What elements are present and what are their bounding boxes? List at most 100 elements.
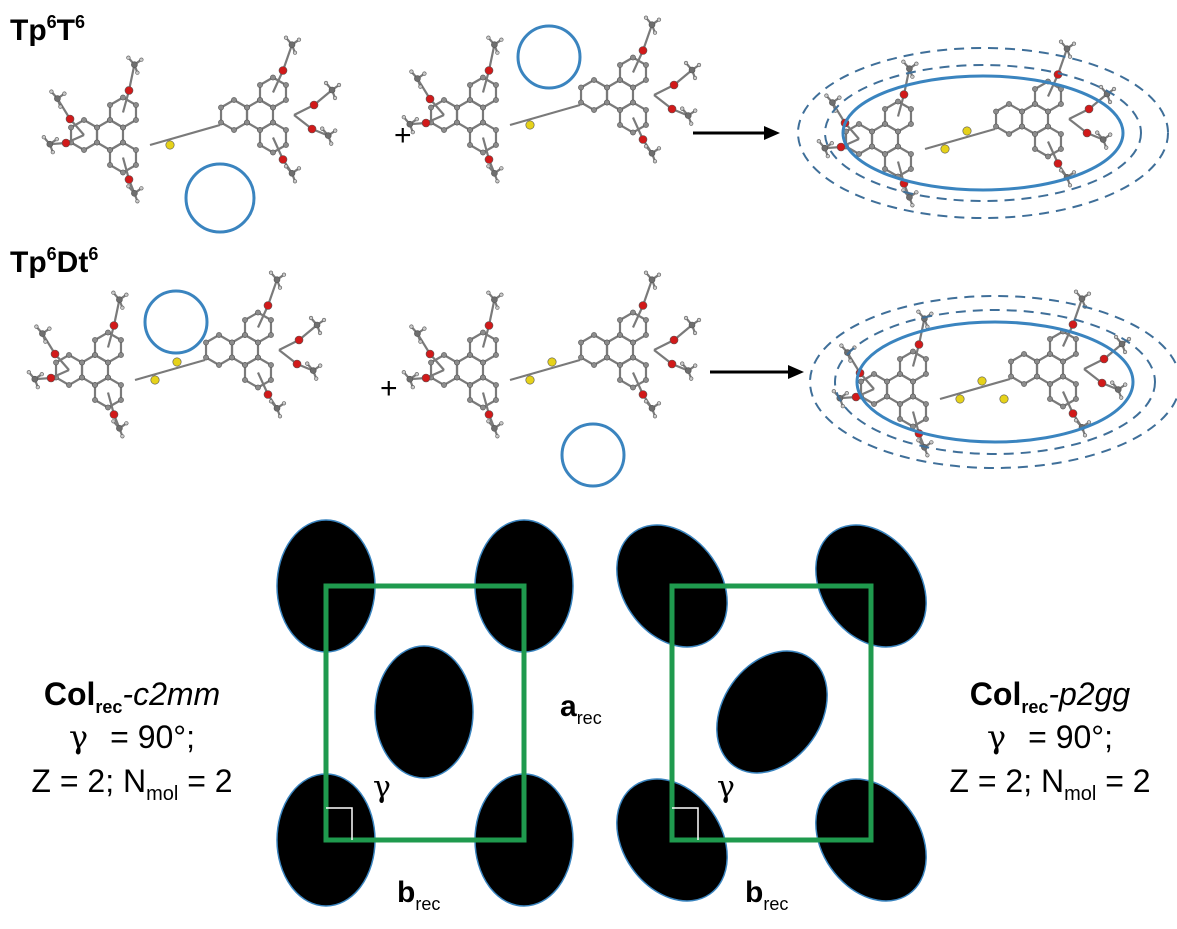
carbon-atom bbox=[324, 132, 332, 139]
carbon-atom bbox=[467, 337, 473, 343]
unit-cell bbox=[669, 583, 874, 843]
carbon-atom bbox=[1047, 381, 1053, 387]
oxygen-atom bbox=[667, 359, 677, 369]
carbon-atom bbox=[105, 374, 111, 381]
hydrogen-atom bbox=[656, 401, 662, 406]
carbon-atom bbox=[406, 375, 414, 383]
bond bbox=[487, 299, 496, 326]
hydrogen-atom bbox=[495, 179, 500, 184]
hydrogen-atom bbox=[643, 399, 649, 404]
hydrogen-atom bbox=[135, 70, 140, 75]
carbon-atom bbox=[882, 151, 888, 157]
carbon-atom bbox=[1019, 123, 1025, 130]
gamma-angle-label: γ bbox=[373, 770, 391, 805]
carbon-atom bbox=[1021, 351, 1027, 357]
carbon-atom bbox=[491, 41, 498, 49]
carbon-atom bbox=[643, 377, 649, 383]
carbon-atom bbox=[120, 169, 126, 176]
hydrogen-atom bbox=[317, 330, 323, 336]
carbon-atom bbox=[467, 142, 473, 148]
carbon-atom bbox=[908, 106, 914, 112]
hydrogen-atom bbox=[643, 270, 649, 275]
carbon-atom bbox=[897, 401, 903, 407]
carbon-atom bbox=[1019, 108, 1025, 115]
carbon-atom bbox=[467, 397, 473, 403]
carbon-atom bbox=[81, 117, 87, 123]
carbon-atom bbox=[428, 104, 434, 111]
hydrogen-atom bbox=[831, 389, 836, 394]
carbon-atom bbox=[1060, 373, 1066, 380]
carbon-atom bbox=[684, 367, 692, 374]
molecule-tp6t6-right bbox=[401, 15, 702, 184]
carbon-atom bbox=[910, 348, 916, 355]
hydrogen-atom bbox=[58, 104, 63, 109]
sulfur-atom bbox=[962, 126, 972, 136]
hydrogen-atom bbox=[696, 62, 702, 68]
carbon-atom bbox=[118, 352, 124, 358]
oxygen-atom bbox=[109, 410, 119, 419]
carbon-atom bbox=[268, 377, 274, 383]
sulfur-atom bbox=[547, 357, 557, 367]
hydrogen-atom bbox=[495, 305, 500, 310]
carbon-atom bbox=[493, 82, 499, 88]
carbon-atom bbox=[107, 147, 113, 153]
highlight-circle bbox=[516, 24, 582, 90]
oxygen-atom bbox=[263, 390, 273, 399]
carbon-atom bbox=[578, 339, 584, 346]
oxygen-atom bbox=[124, 86, 134, 95]
lattice-p2gg bbox=[616, 524, 927, 902]
carbon-atom bbox=[54, 95, 61, 102]
carbon-atom bbox=[454, 119, 460, 126]
hydrogen-atom bbox=[652, 159, 658, 164]
hydrogen-atom bbox=[126, 55, 131, 60]
carbon-atom bbox=[923, 401, 929, 407]
hydrogen-atom bbox=[26, 370, 31, 375]
carbon-atom bbox=[630, 54, 636, 61]
carbon-atom bbox=[869, 128, 875, 135]
carbon-atom bbox=[604, 99, 610, 106]
a-rec-label: arec bbox=[560, 690, 602, 728]
carbon-atom bbox=[630, 129, 636, 136]
carbon-atom bbox=[493, 127, 499, 133]
carbon-atom bbox=[257, 97, 263, 103]
oxygen-atom bbox=[61, 138, 71, 148]
carbon-atom bbox=[821, 144, 829, 152]
hydrogen-atom bbox=[1071, 170, 1077, 175]
carbon-atom bbox=[79, 359, 85, 366]
hydrogen-atom bbox=[332, 95, 338, 101]
carbon-atom bbox=[242, 362, 248, 368]
hydrogen-atom bbox=[401, 370, 406, 375]
carbon-atom bbox=[871, 401, 877, 407]
carbon-atom bbox=[105, 359, 111, 366]
carbon-atom bbox=[1073, 396, 1079, 402]
hydrogen-atom bbox=[47, 326, 52, 331]
carbon-atom bbox=[467, 97, 473, 103]
carbon-atom bbox=[617, 377, 623, 383]
carbon-atom bbox=[1047, 336, 1053, 342]
hydrogen-atom bbox=[1104, 145, 1109, 150]
carbon-atom bbox=[1021, 381, 1027, 387]
hydrogen-atom bbox=[683, 315, 689, 321]
hydrogen-atom bbox=[1082, 433, 1088, 438]
carbon-atom bbox=[480, 149, 486, 156]
lattice-desc-c2mm: Colrec-c2mm γ = 90°; Z = 2; Nmol = 2 bbox=[31, 676, 232, 805]
hydrogen-atom bbox=[656, 272, 662, 277]
hydrogen-atom bbox=[410, 130, 415, 135]
carbon-atom bbox=[1058, 146, 1064, 152]
hydrogen-atom bbox=[111, 419, 116, 424]
carbon-atom bbox=[630, 354, 636, 361]
carbon-atom bbox=[908, 166, 914, 172]
carbon-atom bbox=[897, 356, 903, 362]
carbon-atom bbox=[273, 404, 281, 412]
hydrogen-atom bbox=[499, 292, 504, 297]
carbon-atom bbox=[906, 194, 913, 201]
bond bbox=[509, 358, 581, 382]
right-angle-mark bbox=[326, 807, 353, 840]
carbon-atom bbox=[895, 98, 901, 105]
hydrogen-atom bbox=[296, 166, 302, 171]
carbon-atom bbox=[244, 104, 250, 111]
hydrogen-atom bbox=[825, 154, 830, 159]
hydrogen-atom bbox=[418, 84, 423, 89]
carbon-atom bbox=[882, 121, 888, 127]
carbon-atom bbox=[39, 330, 46, 337]
